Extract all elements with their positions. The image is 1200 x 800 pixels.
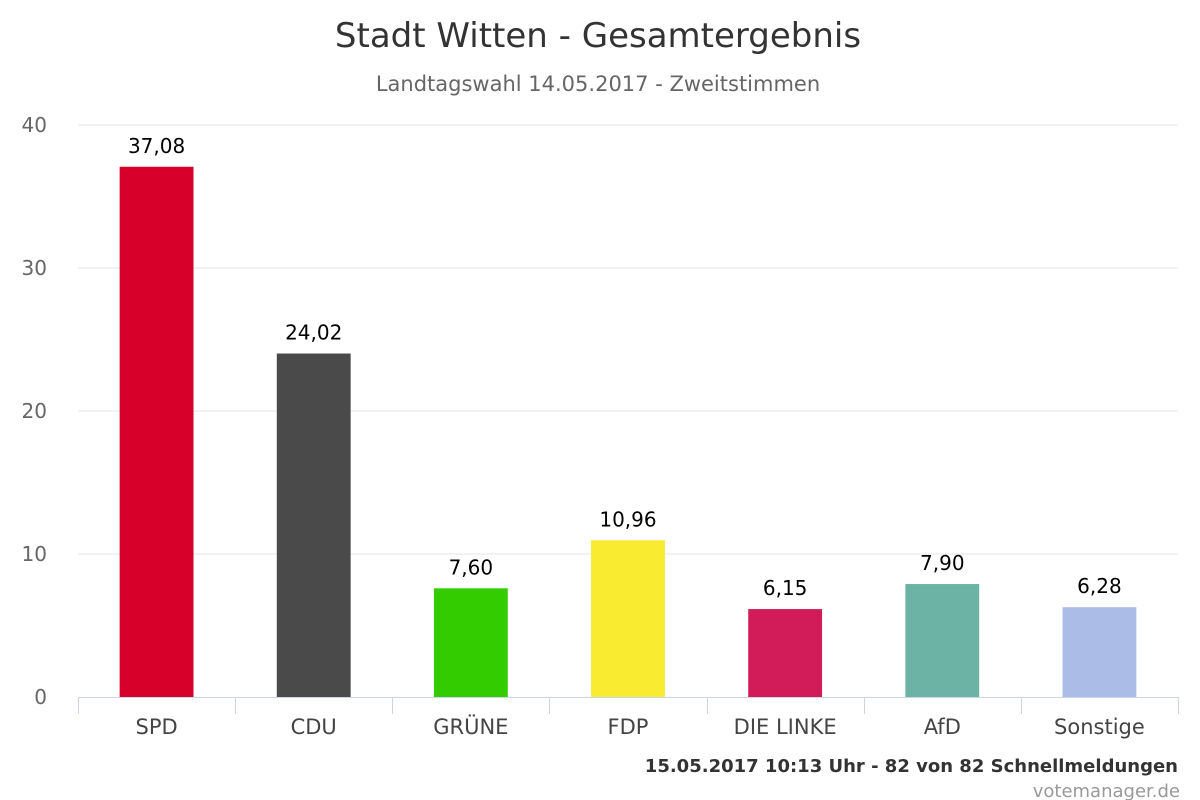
x-tick-label: CDU xyxy=(291,715,337,739)
bar-die-linke[interactable] xyxy=(748,609,823,697)
data-label: 6,15 xyxy=(763,576,808,600)
x-tick-label: SPD xyxy=(135,715,177,739)
data-label: 7,90 xyxy=(920,551,965,575)
x-axis: 0 10 20 30 40 SPD CDU GRÜNE FDP DIE LINKE AfD Sonst… xyxy=(22,113,1179,739)
y-tick-label: 20 xyxy=(22,399,47,423)
data-label: 6,28 xyxy=(1077,574,1122,598)
bar-cdu[interactable] xyxy=(276,353,351,697)
y-tick-label: 40 xyxy=(22,113,47,137)
data-label: 7,60 xyxy=(449,555,494,579)
x-tick-label: FDP xyxy=(608,715,649,739)
bar-fdp[interactable] xyxy=(591,540,665,697)
y-tick-label: 10 xyxy=(22,542,47,566)
data-label: 37,08 xyxy=(128,134,185,158)
y-tick-label: 0 xyxy=(34,685,47,709)
bars xyxy=(119,166,1137,698)
chart-subtitle: Landtagswahl 14.05.2017 - Zweitstimmen xyxy=(376,72,820,96)
data-label: 10,96 xyxy=(599,507,656,531)
footer-status: 15.05.2017 10:13 Uhr - 82 von 82 Schnell… xyxy=(645,756,1178,777)
bar-sonstige[interactable] xyxy=(1062,607,1137,697)
bar-grüne[interactable] xyxy=(433,588,508,697)
x-tick-label: DIE LINKE xyxy=(734,715,837,739)
y-tick-label: 30 xyxy=(22,256,47,280)
bar-afd[interactable] xyxy=(905,584,980,697)
bar-spd[interactable] xyxy=(119,166,194,698)
x-tick-label: GRÜNE xyxy=(433,714,508,739)
data-labels: 37,08 24,02 7,60 10,96 6,15 7,90 6,28 xyxy=(128,134,1122,600)
chart-title: Stadt Witten - Gesamtergebnis xyxy=(335,16,861,56)
x-tick-label: Sonstige xyxy=(1054,715,1145,739)
data-label: 24,02 xyxy=(285,321,342,345)
footer-credit[interactable]: votemanager.de xyxy=(1033,781,1180,800)
x-tick-label: AfD xyxy=(924,715,961,739)
gridlines xyxy=(78,124,1178,555)
